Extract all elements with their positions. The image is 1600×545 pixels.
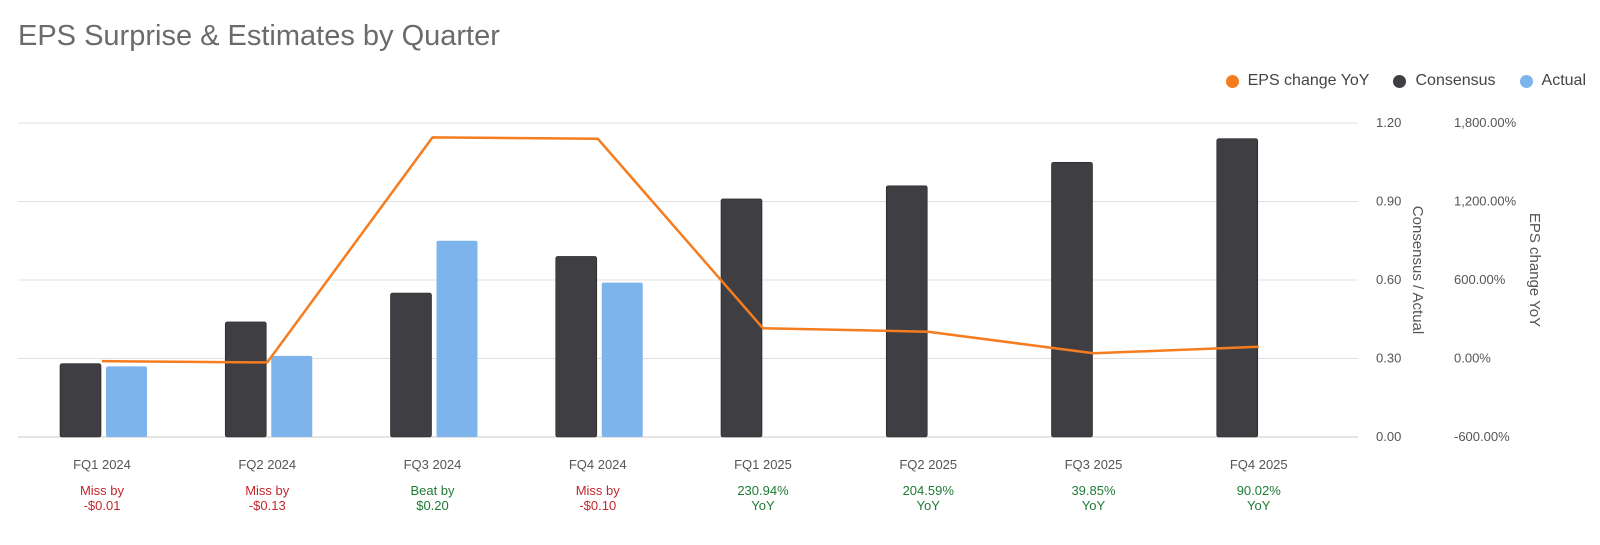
- category-label: FQ4 2024: [569, 457, 627, 472]
- left-tick-label: 0.60: [1376, 272, 1401, 287]
- right-tick-label: 600.00%: [1454, 272, 1506, 287]
- surprise-annotation-line1: 204.59%: [903, 483, 955, 498]
- surprise-annotation-line2: YoY: [1247, 498, 1271, 513]
- surprise-annotation-line1: 39.85%: [1071, 483, 1116, 498]
- bar-consensus-fq1-2024: [59, 363, 102, 438]
- surprise-annotation-line2: -$0.13: [249, 498, 286, 513]
- bar-consensus-fq2-2025: [885, 185, 928, 438]
- chart-legend: EPS change YoY Consensus Actual: [1225, 72, 1586, 90]
- right-tick-label: -600.00%: [1454, 429, 1510, 444]
- bar-consensus-fq3-2025: [1051, 161, 1093, 438]
- bar-consensus-fq2-2024: [224, 321, 267, 438]
- eps-change-yoy-line: [101, 136, 1259, 364]
- left-tick-label: 0.90: [1376, 194, 1401, 209]
- legend-dot-eps-change: [1225, 74, 1239, 88]
- legend-dot-actual: [1519, 74, 1533, 88]
- surprise-annotation-line2: $0.20: [416, 498, 449, 513]
- category-label: FQ2 2025: [899, 457, 957, 472]
- category-label: FQ3 2025: [1065, 457, 1123, 472]
- bar-actual-fq3-2024: [436, 240, 478, 437]
- right-tick-label: 1,200.00%: [1454, 194, 1517, 209]
- left-tick-label: 0.30: [1376, 351, 1401, 366]
- left-tick-label: 0.00: [1376, 429, 1401, 444]
- bar-consensus-fq3-2024: [390, 292, 432, 438]
- right-tick-label: 0.00%: [1454, 351, 1491, 366]
- right-axis-title: EPS change YoY: [1526, 213, 1543, 327]
- right-tick-label: 1,800.00%: [1454, 115, 1517, 130]
- surprise-annotation-line1: Beat by: [410, 483, 455, 498]
- left-tick-label: 1.20: [1376, 115, 1401, 130]
- bar-actual-fq2-2024: [271, 355, 313, 437]
- chart-title: EPS Surprise & Estimates by Quarter: [18, 20, 500, 52]
- surprise-annotation-line2: -$0.01: [84, 498, 121, 513]
- left-axis-title: Consensus / Actual: [1409, 206, 1426, 334]
- surprise-annotation-line2: -$0.10: [579, 498, 616, 513]
- surprise-annotation-line1: Miss by: [80, 483, 125, 498]
- legend-item-consensus[interactable]: Consensus: [1393, 72, 1496, 90]
- bar-actual-fq4-2024: [601, 282, 643, 437]
- bar-consensus-fq4-2025: [1216, 138, 1259, 438]
- surprise-annotation-line1: 230.94%: [737, 483, 789, 498]
- surprise-annotation-line1: Miss by: [576, 483, 621, 498]
- surprise-annotation-line1: 90.02%: [1237, 483, 1282, 498]
- legend-item-actual[interactable]: Actual: [1519, 72, 1586, 90]
- category-label: FQ3 2024: [404, 457, 462, 472]
- legend-label-consensus: Consensus: [1415, 72, 1496, 89]
- surprise-annotation-line1: Miss by: [245, 483, 290, 498]
- category-label: FQ2 2024: [238, 457, 296, 472]
- legend-item-eps-change[interactable]: EPS change YoY: [1225, 72, 1370, 90]
- legend-label-eps-change: EPS change YoY: [1247, 72, 1370, 89]
- bar-actual-fq1-2024: [106, 366, 147, 437]
- category-label: FQ1 2025: [734, 457, 792, 472]
- bar-consensus-fq4-2024: [555, 256, 598, 438]
- surprise-annotation-line2: YoY: [751, 498, 775, 513]
- surprise-annotation-line2: YoY: [917, 498, 941, 513]
- legend-label-actual: Actual: [1541, 72, 1586, 89]
- bar-consensus-fq1-2025: [720, 198, 763, 438]
- category-label: FQ4 2025: [1230, 457, 1288, 472]
- legend-dot-consensus: [1393, 74, 1407, 88]
- category-label: FQ1 2024: [73, 457, 131, 472]
- surprise-annotation-line2: YoY: [1082, 498, 1106, 513]
